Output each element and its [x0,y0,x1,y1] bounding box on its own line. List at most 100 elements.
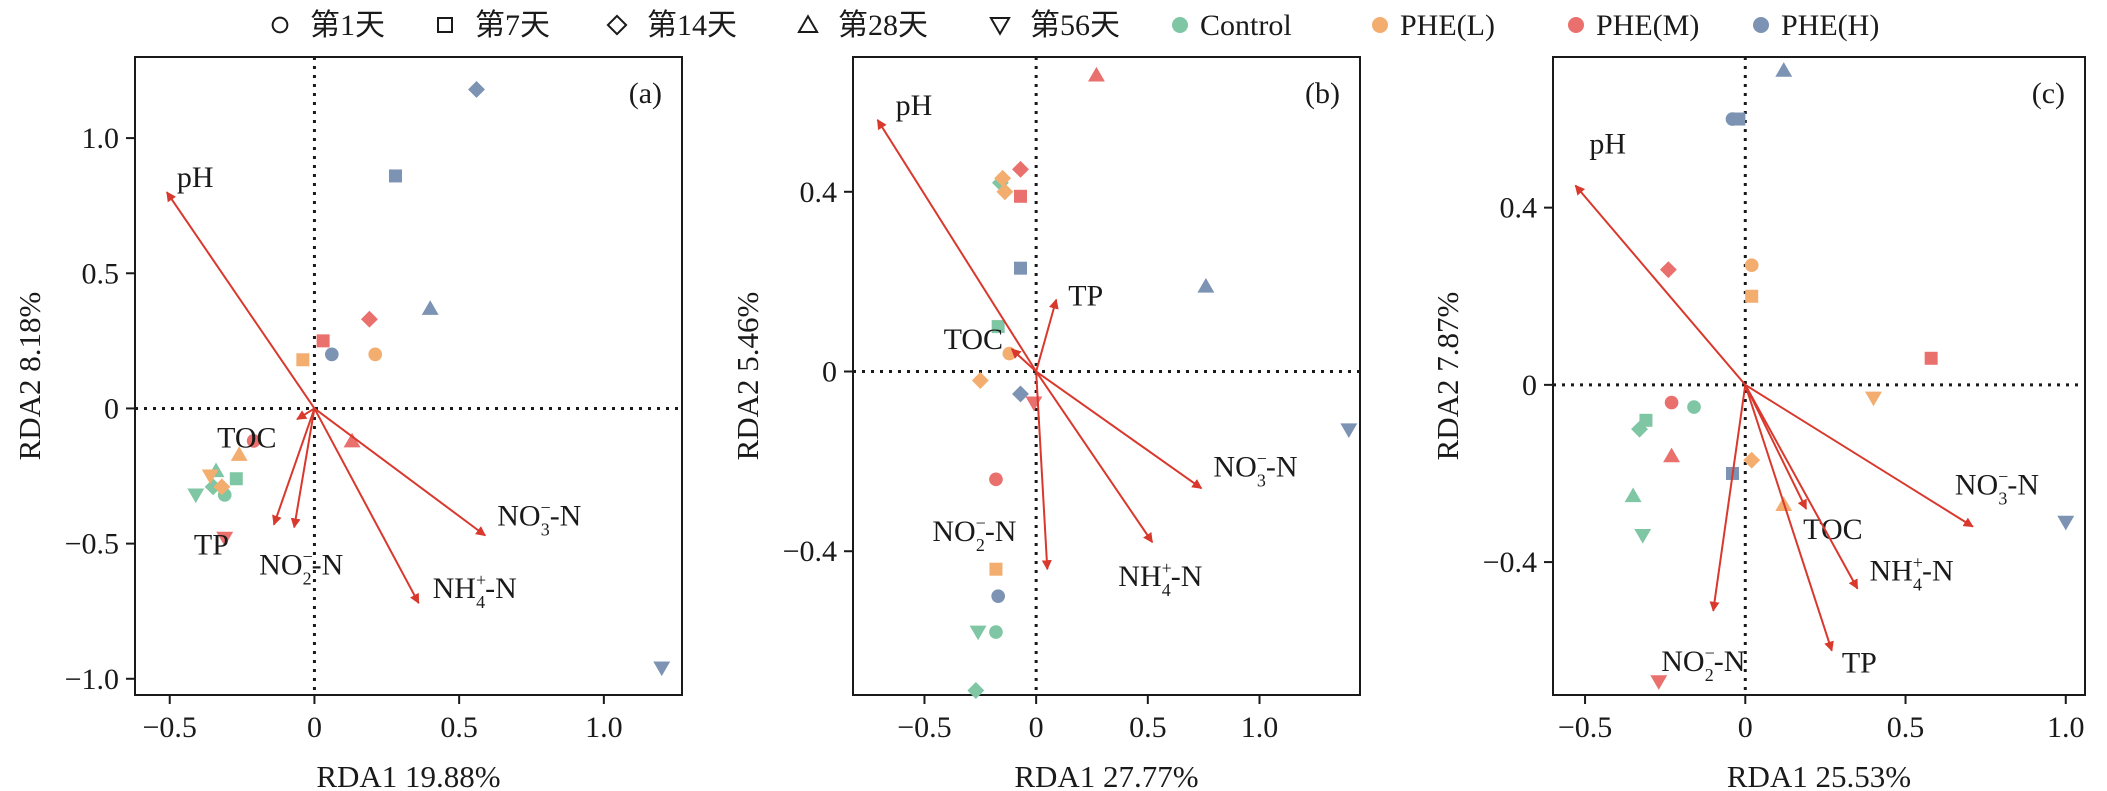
data-point [1002,346,1017,361]
data-point [1012,385,1029,403]
data-point [388,169,402,183]
legend-label: PHE(L) [1400,9,1495,42]
data-point [991,589,1006,603]
data-point [204,478,222,496]
data-point [316,334,330,348]
legend-item-triangle: 第28天 [797,9,928,42]
data-point [201,469,219,485]
data-point [213,478,231,496]
data-point [1659,261,1677,279]
panel-tag: (b) [1305,77,1340,110]
x-tick-label: −0.5 [1558,711,1612,744]
x-axis-title: RDA1 27.77% [1014,759,1198,791]
y-tick-label: 0 [104,392,119,425]
data-point [1687,400,1701,414]
env-vector-arrow [1709,384,1747,612]
env-vector-arrow [313,407,420,604]
env-vector-arrow [1035,371,1052,571]
y-tick-label: 0.5 [82,257,120,290]
data-point [989,625,1003,639]
x-tick-label: 1.0 [585,711,623,744]
data-point [1639,413,1653,427]
data-point [994,169,1012,187]
legend-label: PHE(H) [1781,9,1879,42]
env-vector-label: NO− 2-N [259,546,343,588]
env-vector-arrow [1035,370,1203,490]
data-point [1924,351,1938,365]
data-point [971,372,989,389]
legend-triangle-down-marker [989,17,1011,36]
data-point [1743,451,1761,469]
plot-frame [852,56,1361,696]
env-vector-arrow [1574,184,1747,386]
env-vector-arrow [1744,384,1834,652]
plot-frame [1552,56,2086,696]
x-tick-label: −0.5 [143,711,197,744]
env-vector-arrow [313,407,486,537]
env-vector-label: pH [896,89,933,122]
y-tick-label: 0.4 [1500,192,1538,225]
data-point [1725,112,1740,126]
env-vector-arrow [272,408,316,526]
legend-square-marker [437,17,453,33]
data-point [1631,420,1648,438]
data-point [1012,160,1029,178]
legend-item-triangle-down: 第56天 [989,9,1120,42]
data-point [1744,258,1759,273]
env-vector-label: NO− 3-N [1213,448,1297,490]
legend-group-swatch [1372,17,1388,33]
env-vector-label: pH [1589,127,1626,160]
rda-panel: −0.5 0 0.5 1.0 −0.4 0 0.4 RDA1 27.77% RDA2 5.46%… [730,56,1361,791]
legend-group-swatch [1568,17,1584,33]
data-point [1014,189,1028,203]
env-vector-arrow [166,191,316,410]
legend-label: 第28天 [838,9,928,42]
x-axis-title: RDA1 19.88% [316,759,500,791]
panel-tag: (a) [629,77,662,110]
panel-tag: (c) [2032,77,2065,110]
data-point [989,472,1003,487]
data-point [1664,395,1679,410]
y-tick-label: 0.4 [800,176,838,209]
env-vector-label: TOC [944,323,1003,356]
plot-frame [134,56,683,696]
env-vector-label: NH+ 4-N [1118,558,1202,600]
y-tick-label: −1.0 [65,663,119,696]
env-vector-label: TP [194,529,229,562]
env-vector-arrow [296,407,315,421]
data-point [1634,529,1652,544]
legend-label: PHE(M) [1596,9,1699,42]
x-tick-label: 0 [307,711,322,744]
legend-item-group: PHE(L) [1372,9,1495,42]
env-vector-label: NO− 3-N [1955,467,2039,509]
env-vector-label: NH+ 4-N [1869,553,1953,595]
data-point [187,488,205,504]
legend-circle-marker [271,16,289,34]
legend-label: Control [1200,9,1292,42]
rda-panel: −0.5 0 0.5 1.0 −1.0 −0.5 0 0.5 1.0 RDA1 19.88% RDA… [12,56,683,791]
data-point [653,661,671,677]
legend-item-group: PHE(M) [1568,9,1699,42]
env-vector-arrow [1744,384,1974,528]
legend-label: 第1天 [310,9,385,42]
data-point [967,682,985,699]
env-vector-arrow [1035,370,1154,544]
env-vector-arrow [876,119,1037,373]
data-point [1197,278,1215,293]
data-point [1745,289,1759,303]
data-point [1650,675,1668,690]
data-point [216,531,234,547]
env-vector-label: TOC [217,421,276,454]
legend-group-swatch [1172,17,1188,33]
env-vector-label: NO− 2-N [932,513,1016,555]
data-point [2057,515,2075,531]
panels: −0.5 0 0.5 1.0 −1.0 −0.5 0 0.5 1.0 RDA1 19.88% RDA… [12,56,2086,791]
env-vector-label: TOC [1803,513,1862,546]
legend-triangle-marker [797,14,819,33]
env-vector-arrow [290,408,316,529]
data-point [1775,62,1793,77]
data-point [1624,487,1642,503]
data-point [246,434,261,448]
legend-item-group: PHE(H) [1753,9,1879,42]
